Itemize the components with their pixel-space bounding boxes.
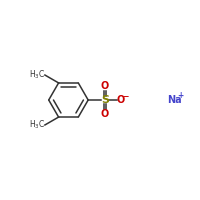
Text: +: + [178,91,184,100]
Text: O: O [117,95,125,105]
Text: O: O [101,81,109,91]
Text: Na: Na [167,95,181,105]
Text: S: S [101,95,109,105]
Text: −: − [122,92,129,101]
Text: H$_3$C: H$_3$C [29,69,45,81]
Text: O: O [101,109,109,119]
Text: H$_3$C: H$_3$C [29,119,45,131]
